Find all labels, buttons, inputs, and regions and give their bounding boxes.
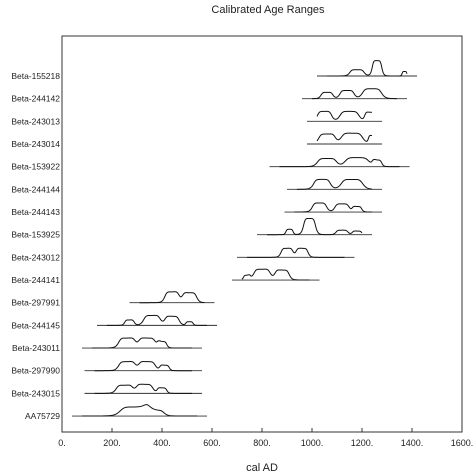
series-label: Beta-155218: [11, 71, 60, 81]
series-label: Beta-243012: [11, 252, 60, 262]
x-tick-label: 800.: [253, 438, 271, 448]
x-tick-label: 200.: [103, 438, 121, 448]
series-label: Beta-243014: [11, 139, 60, 149]
probability-curve: [139, 291, 205, 304]
plot-frame: [61, 35, 463, 433]
probability-curve: [247, 247, 345, 258]
probability-curve: [311, 88, 398, 100]
probability-curve: [316, 132, 373, 142]
series-row: Beta-244141: [11, 268, 320, 285]
probability-curve: [327, 60, 408, 77]
probability-curve: [81, 404, 197, 417]
series-row: Beta-153925: [11, 217, 372, 240]
x-tick-label: 1000.: [301, 438, 324, 448]
series-layer: Beta-155218 Beta-244142 Beta-243013 Beta-24…: [11, 60, 417, 421]
series-label: Beta-297991: [11, 298, 60, 308]
series-label: Beta-153925: [11, 230, 60, 240]
series-label: Beta-243015: [11, 388, 60, 398]
probability-curve: [241, 268, 310, 281]
probability-curve: [107, 314, 207, 326]
x-tick-label: 1600.: [451, 438, 474, 448]
probability-curve: [92, 337, 192, 349]
x-tick-label: 600.: [203, 438, 221, 448]
series-row: Beta-244144: [11, 178, 382, 194]
series-row: Beta-155218: [11, 60, 417, 81]
x-tick-label: 1400.: [401, 438, 424, 448]
series-label: Beta-153922: [11, 162, 60, 172]
series-row: Beta-244142: [11, 88, 407, 104]
x-axis-label: cal AD: [246, 462, 278, 474]
probability-curve: [94, 361, 192, 372]
x-tick-label: 1200.: [351, 438, 374, 448]
series-label: Beta-244141: [11, 275, 60, 285]
series-row: AA75729: [25, 404, 207, 421]
x-tick-label: 400.: [153, 438, 171, 448]
series-row: Beta-244145: [11, 314, 217, 330]
series-row: Beta-153922: [11, 157, 410, 172]
series-label: Beta-244144: [11, 184, 60, 194]
series-label: Beta-243011: [12, 343, 60, 353]
series-row: Beta-243014: [11, 132, 382, 149]
series-row: Beta-243015: [11, 383, 202, 398]
probability-curve: [316, 110, 373, 120]
series-row: Beta-297990: [11, 361, 202, 376]
series-label: Beta-244143: [11, 207, 60, 217]
probability-curve: [294, 202, 372, 213]
probability-curve: [279, 157, 400, 168]
series-row: Beta-297991: [11, 291, 215, 308]
probability-curve: [267, 217, 363, 236]
probability-curve: [94, 383, 192, 394]
series-label: Beta-244142: [11, 94, 60, 104]
series-row: Beta-244143: [11, 202, 382, 217]
probability-curve: [297, 178, 373, 190]
series-label: Beta-244145: [11, 320, 60, 330]
chart-title: Calibrated Age Ranges: [211, 4, 325, 16]
series-row: Beta-243011: [12, 337, 202, 353]
series-row: Beta-243013: [11, 110, 382, 126]
series-label: AA75729: [25, 411, 60, 421]
series-label: Beta-297990: [11, 366, 60, 376]
series-label: Beta-243013: [11, 116, 60, 126]
x-tick-label: 0.: [58, 438, 66, 448]
x-axis: 0. 200. 400. 600. 800. 1000. 1200. 1400. 1600.: [58, 428, 473, 448]
series-row: Beta-243012: [11, 247, 355, 262]
